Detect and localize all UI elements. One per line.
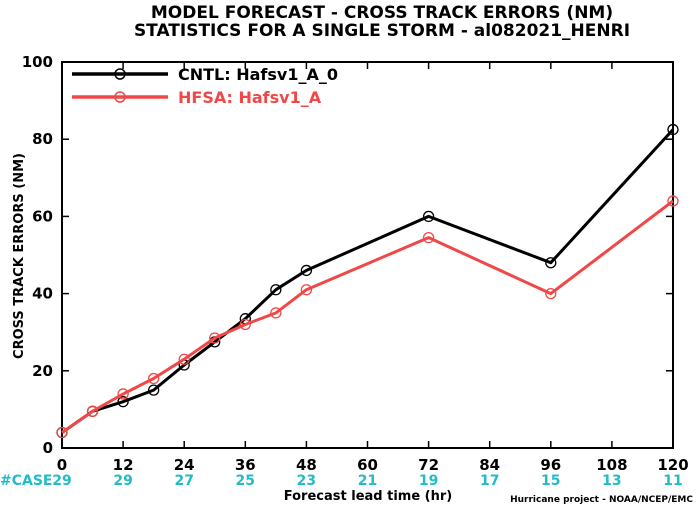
case-count: 29 <box>52 473 71 489</box>
x-axis-label: Forecast lead time (hr) <box>284 489 452 504</box>
series-1 <box>56 195 679 439</box>
legend-marker-cntl <box>114 68 126 80</box>
case-count: 13 <box>602 473 621 489</box>
x-tick-label: 72 <box>418 456 439 474</box>
x-tick-label: 96 <box>540 456 561 474</box>
case-count: 29 <box>113 473 132 489</box>
x-tick-label: 48 <box>296 456 317 474</box>
y-axis-label: CROSS TRACK ERRORS (NM) <box>12 153 27 359</box>
chart-title: MODEL FORECAST - CROSS TRACK ERRORS (NM) <box>151 3 613 23</box>
x-tick-label: 0 <box>57 456 67 474</box>
axes: 0204060801000291229242736254823602172198… <box>22 53 689 489</box>
legend-marker-hfsa <box>114 91 126 103</box>
x-tick-label: 108 <box>596 456 627 474</box>
y-tick-label: 40 <box>32 285 53 303</box>
series-line <box>61 199 674 434</box>
series-0 <box>56 123 679 439</box>
data-point <box>178 353 190 365</box>
x-tick-label: 36 <box>235 456 256 474</box>
data-point <box>270 307 282 319</box>
data-point <box>300 284 313 296</box>
data-point <box>667 123 679 136</box>
x-tick-label: 12 <box>113 456 134 474</box>
data-point <box>117 396 129 408</box>
case-label: #CASE <box>0 473 53 489</box>
y-tick-label: 80 <box>32 130 53 148</box>
x-tick-label: 120 <box>657 456 688 474</box>
case-count: 15 <box>541 473 560 489</box>
case-count: 25 <box>236 473 255 489</box>
y-tick-label: 20 <box>32 362 53 380</box>
series-line <box>61 128 675 434</box>
data-point <box>117 388 129 400</box>
legend-label-hfsa: HFSA: Hafsv1_A <box>178 88 322 107</box>
data-point <box>422 231 435 244</box>
case-count: 21 <box>358 473 377 489</box>
case-count: 27 <box>174 473 193 489</box>
data-point <box>209 332 221 344</box>
credit-text: Hurricane project - NOAA/NCEP/EMC <box>510 495 693 505</box>
data-point <box>545 257 557 269</box>
data-point <box>270 284 282 296</box>
data-point <box>56 426 68 439</box>
chart-subtitle: STATISTICS FOR A SINGLE STORM - al082021… <box>134 21 630 41</box>
data-point <box>545 287 557 300</box>
x-tick-label: 60 <box>357 456 378 474</box>
legend: CNTL: Hafsv1_A_0 HFSA: Hafsv1_A <box>72 65 338 107</box>
case-count: 11 <box>663 473 682 489</box>
y-tick-label: 0 <box>43 439 53 457</box>
data-point <box>422 210 435 223</box>
y-tick-label: 60 <box>32 207 53 225</box>
data-point <box>147 384 160 396</box>
y-tick-label: 100 <box>22 53 53 71</box>
x-tick-label: 84 <box>479 456 500 474</box>
data-point <box>667 195 679 207</box>
data-point <box>147 372 160 385</box>
case-count: 23 <box>297 473 316 489</box>
case-count: 19 <box>419 473 438 489</box>
x-tick-label: 24 <box>174 456 195 474</box>
legend-label-cntl: CNTL: Hafsv1_A_0 <box>178 65 338 84</box>
series-layer <box>56 123 679 439</box>
data-point <box>300 264 313 277</box>
data-point <box>239 318 251 331</box>
case-count: 17 <box>480 473 499 489</box>
data-point <box>86 405 99 417</box>
